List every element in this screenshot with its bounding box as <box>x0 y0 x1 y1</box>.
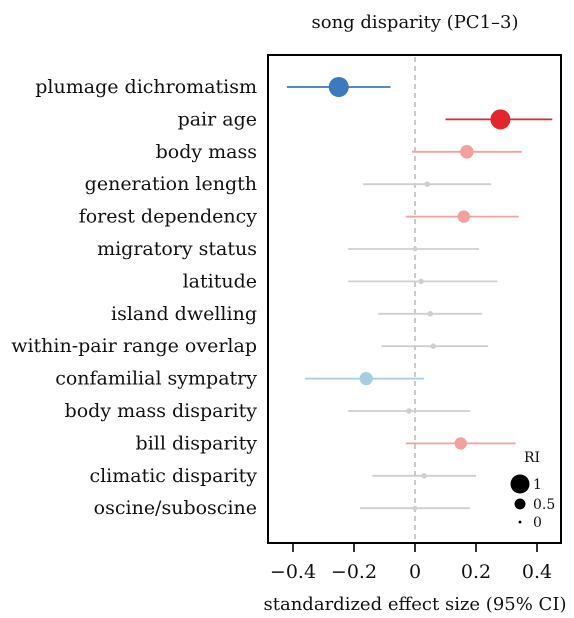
estimate-point-island-dwelling <box>427 311 434 317</box>
legend-symbol <box>510 474 530 494</box>
variable-label-oscine-suboscine: oscine/suboscine <box>94 497 257 519</box>
variable-label-within-pair-range-overlap: within-pair range overlap <box>11 335 257 357</box>
x-tick-label: 0 <box>409 561 421 583</box>
plot-frame <box>267 54 562 544</box>
variable-label-climatic-disparity: climatic disparity <box>89 465 257 487</box>
variable-label-island-dwelling: island dwelling <box>111 303 257 325</box>
variable-labels: plumage dichromatism pair age body mass gen… <box>11 76 257 519</box>
variable-label-latitude: latitude <box>183 270 257 292</box>
estimate-point-generation-length <box>424 181 430 187</box>
variable-label-pair-age: pair age <box>178 108 257 130</box>
legend-label: 0.5 <box>533 497 555 513</box>
x-axis-label: standardized effect size (95% CI) <box>264 594 567 615</box>
variable-label-plumage-dichromatism: plumage dichromatism <box>35 76 257 98</box>
legend-title: RI <box>524 450 540 466</box>
legend-symbol <box>514 498 526 510</box>
confidence-intervals <box>286 86 553 510</box>
legend-label: 1 <box>533 477 542 493</box>
estimate-point-forest-dependency <box>457 210 470 223</box>
legend: RI 1 0.5 0 <box>510 450 555 531</box>
estimate-point-plumage-dichromatism <box>328 77 349 97</box>
variable-label-body-mass-disparity: body mass disparity <box>65 400 258 422</box>
estimate-point-within-pair-range-overlap <box>430 343 437 349</box>
estimate-point-oscine-suboscine <box>412 505 418 511</box>
estimate-point-confamilial-sympatry <box>359 372 373 386</box>
variable-label-body-mass: body mass <box>156 141 257 163</box>
x-tick-label: 0.2 <box>461 561 491 583</box>
chart-title: song disparity (PC1–3) <box>312 12 519 33</box>
estimate-point-latitude <box>418 278 424 285</box>
estimate-point-pair-age <box>490 109 511 130</box>
x-tick-label: −0.4 <box>270 561 316 583</box>
estimate-point-migratory-status <box>412 246 418 252</box>
legend-symbol <box>518 520 522 524</box>
estimate-point-body-mass-disparity <box>406 408 412 414</box>
x-tick-label: −0.2 <box>331 561 377 583</box>
estimate-points <box>328 77 511 511</box>
x-tick-label: 0.4 <box>522 561 552 583</box>
estimate-point-body-mass <box>460 145 474 159</box>
variable-label-bill-disparity: bill disparity <box>136 432 258 454</box>
variable-label-confamilial-sympatry: confamilial sympatry <box>55 368 257 390</box>
x-axis: −0.4 −0.2 0 0.2 0.4 <box>270 543 552 583</box>
estimate-point-climatic-disparity <box>421 473 427 479</box>
variable-label-migratory-status: migratory status <box>97 238 257 260</box>
variable-label-forest-dependency: forest dependency <box>79 206 258 228</box>
estimate-point-bill-disparity <box>454 437 467 450</box>
legend-label: 0 <box>533 515 542 531</box>
variable-label-generation-length: generation length <box>85 173 257 195</box>
